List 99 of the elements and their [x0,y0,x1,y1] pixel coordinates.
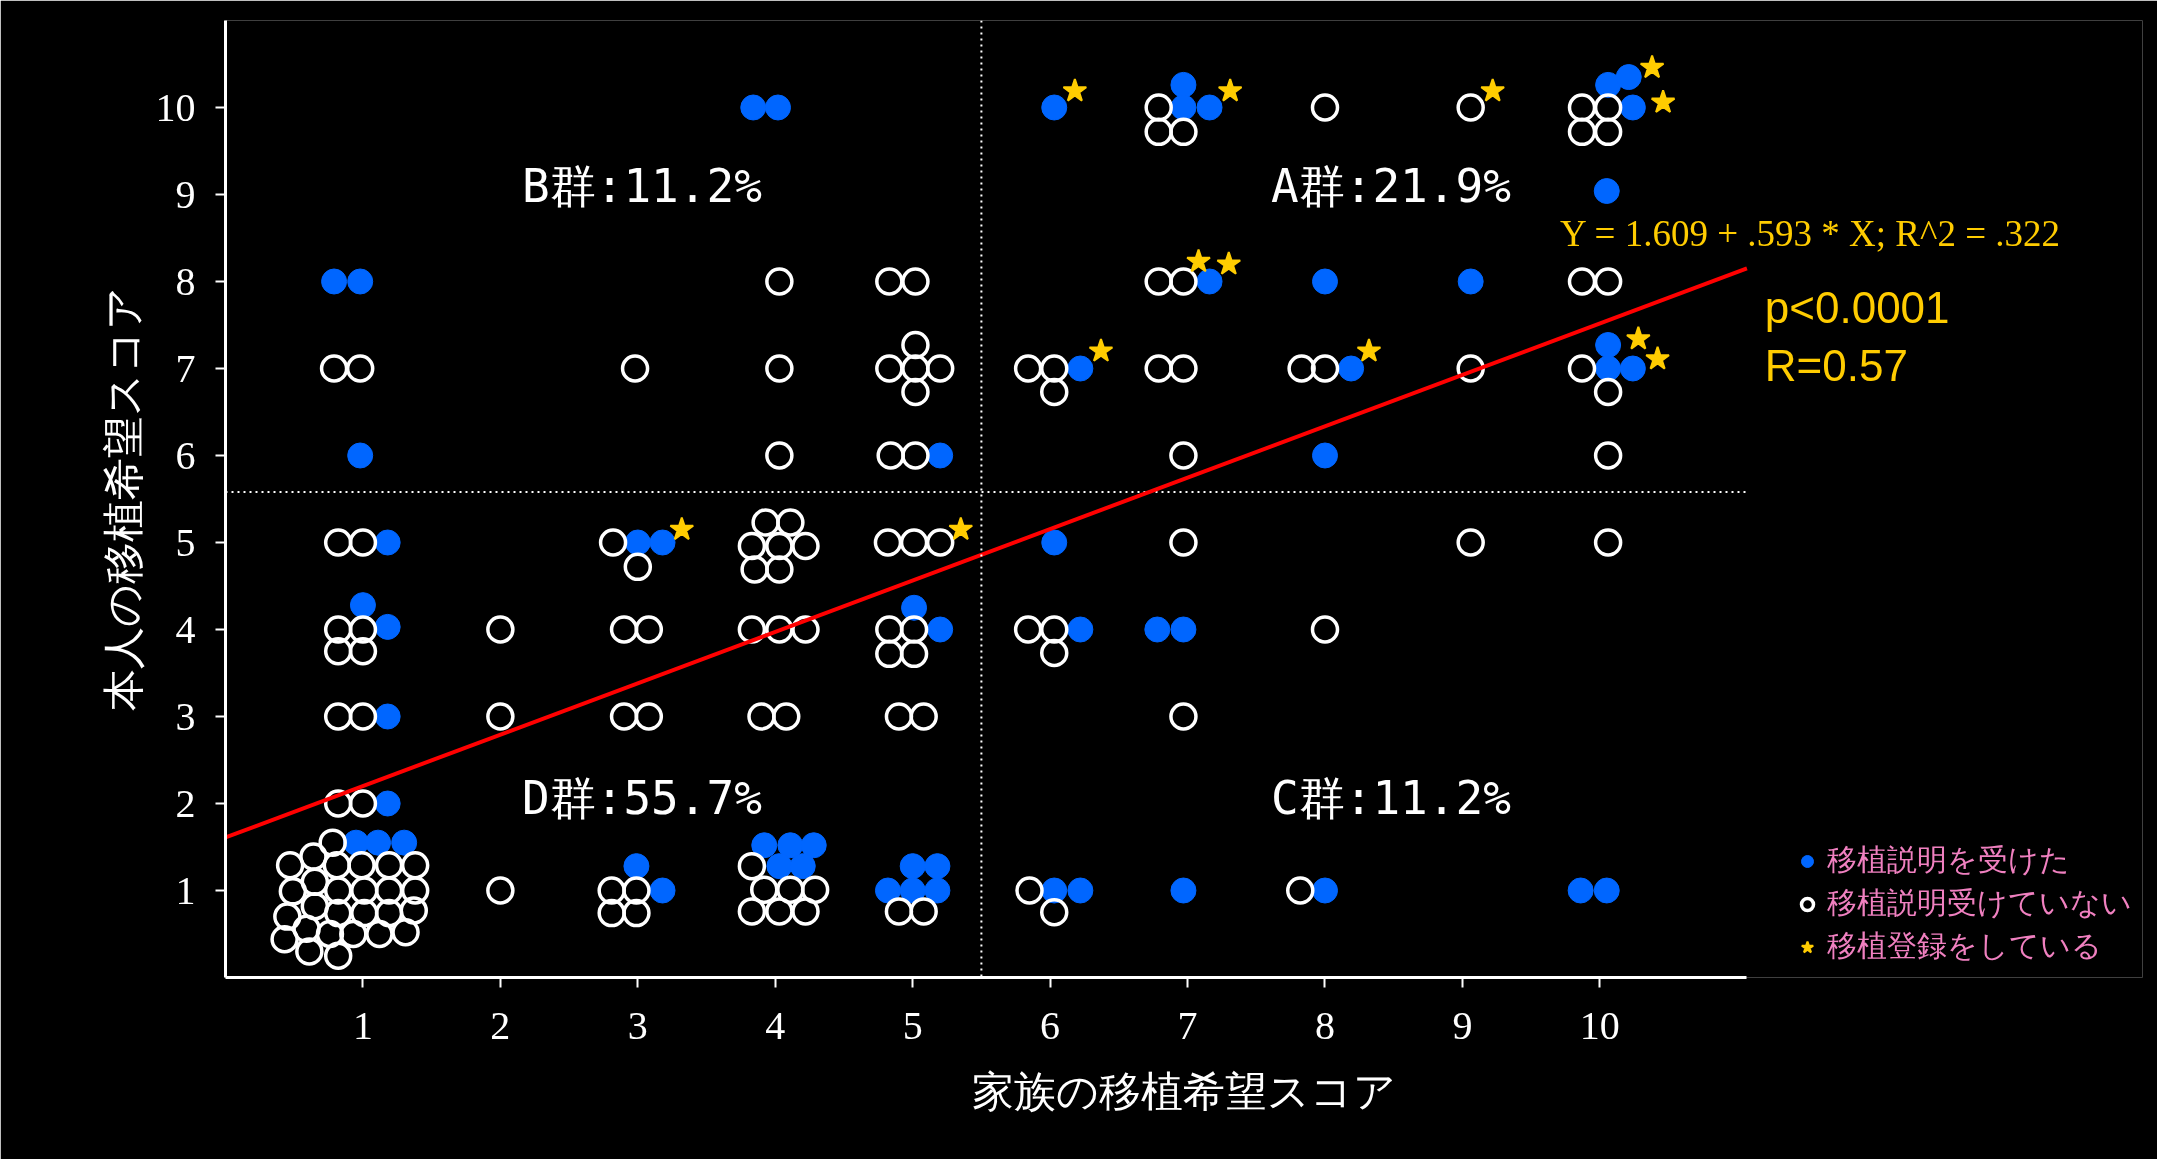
point [1595,355,1622,382]
point [321,268,348,295]
point [1196,94,1223,121]
point [1625,325,1651,350]
point [1144,616,1171,643]
text: R=0.57 [1764,340,1908,390]
point [1170,877,1197,904]
point [649,529,676,556]
point [1567,877,1594,904]
point [1067,616,1094,643]
y-tick-label: 1 [175,867,196,913]
legend-label: 移植登録をしている [1827,927,2102,965]
point [1312,442,1338,469]
annotation: C群:11.2% [1271,771,1511,826]
point [874,877,901,904]
point [1062,77,1088,102]
point [1217,77,1243,102]
x-tick-label: 7 [1177,1002,1198,1048]
point [1041,529,1068,556]
point [901,594,928,621]
point [347,442,374,469]
point [1338,355,1365,382]
x-tick-label: 10 [1579,1002,1620,1048]
point [740,94,767,121]
point [1619,355,1646,382]
point [1457,268,1484,295]
point [751,832,778,859]
x-tick-label: 5 [902,1002,923,1048]
point [777,832,804,859]
x-tick-label: 3 [627,1002,648,1048]
annotation: A群:21.9% [1271,158,1511,213]
y-tick-label: 9 [175,171,196,217]
point [1615,64,1642,91]
point [1619,94,1646,121]
point [347,268,374,295]
annotation: B群:11.2% [522,158,762,213]
point [924,853,951,880]
point [1595,332,1622,358]
point [1170,71,1197,98]
point [899,853,926,880]
x-tick-label: 6 [1040,1002,1061,1048]
text: p<0.0001 [1764,283,1950,333]
point [789,853,816,880]
y-tick-label: 5 [175,519,196,565]
point [365,829,392,856]
point [927,616,954,643]
point [899,877,926,904]
point [1196,268,1223,295]
y-tick-label: 10 [155,84,196,130]
point [391,829,418,856]
point [927,442,954,469]
point [948,516,974,541]
x-tick-label: 8 [1315,1002,1335,1048]
point [1088,338,1114,362]
point [624,529,651,556]
point [374,703,401,730]
point [766,853,793,880]
y-tick-label: 7 [175,345,196,391]
point [649,877,676,904]
x-tick-label: 2 [490,1002,511,1048]
y-tick-label: 4 [175,606,196,652]
x-tick-label: 1 [352,1002,373,1048]
point [1041,94,1068,121]
point [1312,268,1338,295]
legend-label: 移植説明受けていない [1827,884,2132,922]
annotation: Y = 1.609 + .593 * X; R^2 = .322 [1560,213,2061,255]
x-tick-label: 4 [765,1002,786,1048]
point [1170,616,1197,643]
point [374,613,401,640]
y-axis-title: 本人の移植希望スコア [98,287,148,711]
y-tick-label: 2 [175,780,196,826]
y-tick-label: 6 [175,432,196,478]
legend-label: 移植説明を受けた [1827,841,2070,879]
point [374,790,401,817]
point [1186,248,1211,273]
y-tick-label: 3 [175,693,196,739]
point [1650,89,1676,113]
point [800,832,827,859]
point [1067,877,1094,904]
y-tick-label: 8 [175,258,196,304]
point [1356,338,1382,362]
point [1593,178,1620,204]
point [1645,345,1671,370]
point [669,516,695,541]
point [1170,94,1197,121]
point [1312,877,1338,904]
point [623,853,650,880]
x-axis-title: 家族の移植希望スコア [972,1066,1396,1116]
point [1480,77,1506,102]
point [1639,54,1665,79]
point [1593,877,1620,904]
point [1067,355,1094,382]
point [765,94,791,121]
point [374,529,401,556]
point [1216,251,1242,275]
x-tick-label: 9 [1452,1002,1473,1048]
annotation: D群:55.7% [522,771,762,826]
point [924,877,951,904]
point [349,592,376,619]
